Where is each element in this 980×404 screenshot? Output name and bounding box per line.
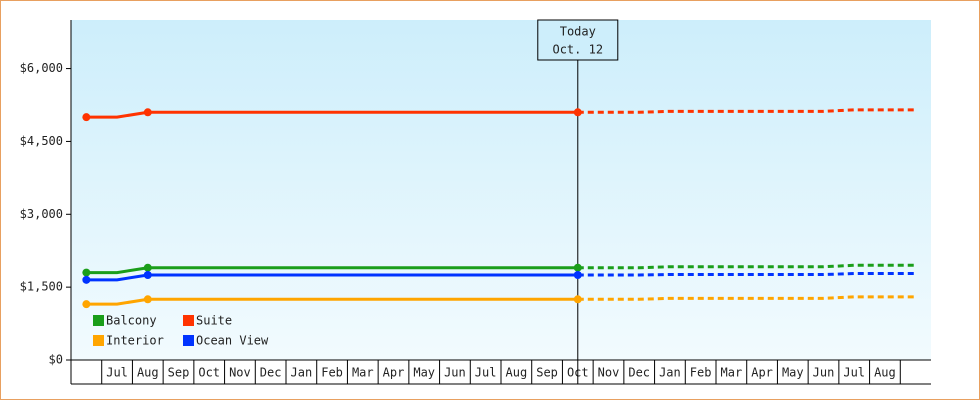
x-tick-label: Apr [383,366,405,380]
forecast-line [577,108,916,114]
legend-swatch [183,315,194,326]
forecast-line [577,272,916,277]
x-tick-label: Aug [137,366,159,380]
x-tick-label: Dec [260,366,282,380]
today-label: Oct. 12 [552,43,603,57]
point [82,275,91,284]
x-tick-label: Jun [444,366,466,380]
y-tick-label: $0 [49,353,63,367]
legend-label: Interior [106,334,164,348]
point [143,295,152,304]
y-tick-label: $6,000 [20,61,63,75]
legend-label: Balcony [106,314,157,328]
point [573,263,582,272]
point [143,263,152,272]
legend-swatch [93,335,104,346]
point [573,108,582,117]
x-tick-label: Jul [106,366,128,380]
x-tick-label: Dec [628,366,650,380]
today-box [537,19,619,61]
x-tick-label: Aug [506,366,528,380]
y-tick-label: $3,000 [20,207,63,221]
x-tick-label: Jul [475,366,497,380]
x-tick-label: Sep [536,366,558,380]
x-tick-label: Nov [229,366,251,380]
forecast-line [577,295,916,301]
series-line [86,266,578,275]
point [82,300,91,309]
x-tick-label: Mar [352,366,374,380]
x-tick-label: Feb [690,366,712,380]
x-tick-label: Jan [291,366,313,380]
point [143,271,152,279]
x-tick-label: Aug [874,366,896,380]
legend-swatch [183,335,194,346]
series-line [86,297,578,306]
point [82,268,91,277]
series-line [86,273,578,282]
forecast-line [577,263,916,270]
x-tick-label: Mar [721,366,743,380]
legend-swatch [93,315,104,326]
x-tick-label: Jul [843,366,865,380]
x-tick-label: Jan [659,366,681,380]
series-line [86,110,578,119]
point [82,113,91,122]
plot-area [71,20,931,360]
x-tick-label: Sep [168,366,190,380]
point [573,271,582,279]
point [143,108,152,117]
legend-label: Suite [196,314,232,328]
legend-label: Ocean View [196,334,269,348]
today-label: Today [560,25,596,39]
x-tick-label: May [782,366,804,380]
x-tick-label: Jun [813,366,835,380]
x-tick-label: Oct [198,366,220,380]
x-tick-label: May [413,366,435,380]
y-tick-label: $1,500 [20,280,63,294]
x-tick-label: Nov [598,366,620,380]
y-tick-label: $4,500 [20,134,63,148]
x-tick-label: Apr [751,366,773,380]
point [573,295,582,304]
x-tick-label: Feb [321,366,343,380]
